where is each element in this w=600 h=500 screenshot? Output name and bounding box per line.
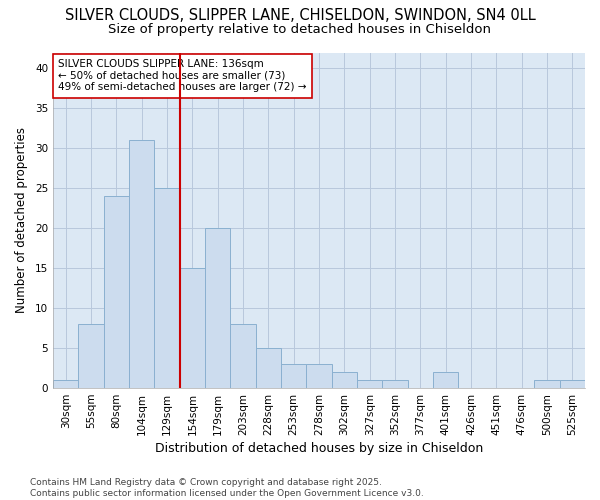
Bar: [154, 188, 180, 388]
Bar: [256, 348, 281, 388]
Bar: [382, 380, 407, 388]
X-axis label: Distribution of detached houses by size in Chiseldon: Distribution of detached houses by size …: [155, 442, 483, 455]
Bar: [560, 380, 585, 388]
Y-axis label: Number of detached properties: Number of detached properties: [15, 128, 28, 314]
Bar: [230, 324, 256, 388]
Bar: [535, 380, 560, 388]
Bar: [79, 324, 104, 388]
Bar: [433, 372, 458, 388]
Text: SILVER CLOUDS, SLIPPER LANE, CHISELDON, SWINDON, SN4 0LL: SILVER CLOUDS, SLIPPER LANE, CHISELDON, …: [65, 8, 535, 22]
Text: SILVER CLOUDS SLIPPER LANE: 136sqm
← 50% of detached houses are smaller (73)
49%: SILVER CLOUDS SLIPPER LANE: 136sqm ← 50%…: [58, 59, 307, 92]
Bar: [104, 196, 129, 388]
Bar: [129, 140, 154, 388]
Bar: [205, 228, 230, 388]
Bar: [357, 380, 382, 388]
Bar: [281, 364, 307, 388]
Bar: [307, 364, 332, 388]
Bar: [180, 268, 205, 388]
Bar: [53, 380, 79, 388]
Text: Contains HM Land Registry data © Crown copyright and database right 2025.
Contai: Contains HM Land Registry data © Crown c…: [30, 478, 424, 498]
Text: Size of property relative to detached houses in Chiseldon: Size of property relative to detached ho…: [109, 22, 491, 36]
Bar: [332, 372, 357, 388]
